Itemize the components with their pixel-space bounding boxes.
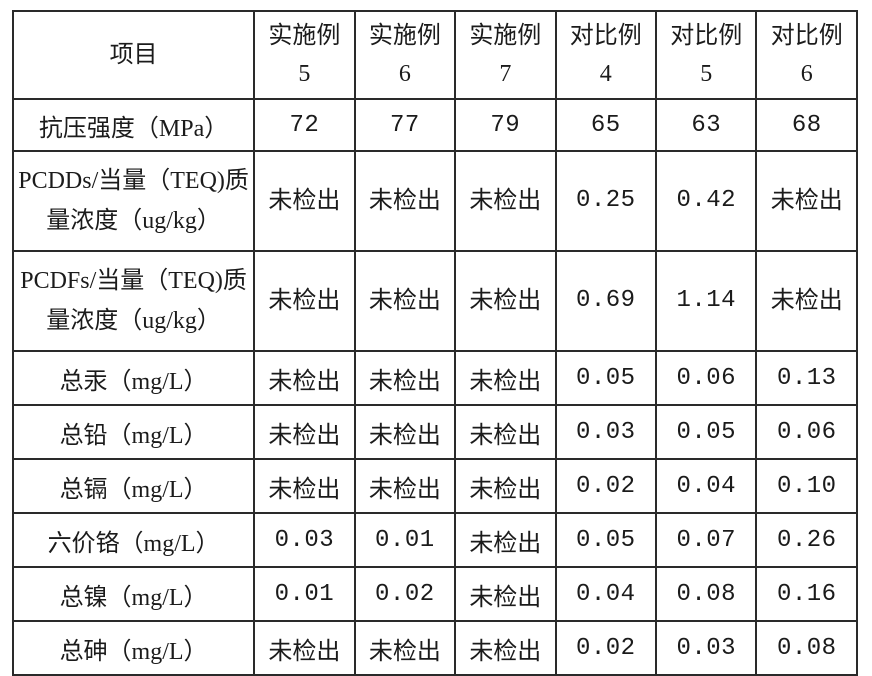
cell: 未检出	[254, 459, 354, 513]
cell: 0.06	[756, 405, 857, 459]
cell: 0.16	[756, 567, 857, 621]
cell: 未检出	[254, 151, 354, 251]
header-col-5: 对比例 6	[756, 11, 857, 99]
data-table: 项目 实施例 5 实施例 6 实施例 7 对比例 4 对比例 5 对比例 6 抗…	[12, 10, 858, 676]
cell: 未检出	[455, 151, 555, 251]
cell: 0.02	[556, 459, 656, 513]
cell: 未检出	[756, 251, 857, 351]
header-col-3-line1: 对比例	[570, 23, 642, 49]
cell: 0.26	[756, 513, 857, 567]
row-label: 抗压强度（MPa）	[13, 99, 254, 151]
cell: 未检出	[355, 151, 455, 251]
row-label: PCDDs/当量（TEQ)质 量浓度（ug/kg）	[13, 151, 254, 251]
table-container: { "table": { "type": "table", "border_co…	[0, 0, 872, 662]
cell: 未检出	[455, 459, 555, 513]
table-row: 抗压强度（MPa） 72 77 79 65 63 68	[13, 99, 857, 151]
cell: 72	[254, 99, 354, 151]
cell: 65	[556, 99, 656, 151]
table-row: 总镉（mg/L） 未检出 未检出 未检出 0.02 0.04 0.10	[13, 459, 857, 513]
header-col-1-line1: 实施例	[369, 23, 441, 49]
header-col-4: 对比例 5	[656, 11, 756, 99]
cell: 未检出	[355, 459, 455, 513]
cell: 未检出	[355, 251, 455, 351]
cell: 0.42	[656, 151, 756, 251]
row-label: 总汞（mg/L）	[13, 351, 254, 405]
cell: 0.25	[556, 151, 656, 251]
table-row: 总铅（mg/L） 未检出 未检出 未检出 0.03 0.05 0.06	[13, 405, 857, 459]
cell: 0.13	[756, 351, 857, 405]
cell: 未检出	[355, 351, 455, 405]
cell: 0.01	[254, 567, 354, 621]
header-col-3-line2: 4	[600, 61, 612, 87]
cell: 0.05	[556, 351, 656, 405]
cell: 1.14	[656, 251, 756, 351]
cell: 0.08	[656, 567, 756, 621]
cell: 0.08	[756, 621, 857, 675]
cell: 0.05	[556, 513, 656, 567]
cell: 未检出	[455, 405, 555, 459]
header-col-0-line2: 5	[298, 61, 310, 87]
row-label: 总镍（mg/L）	[13, 567, 254, 621]
cell: 0.03	[656, 621, 756, 675]
header-col-5-line1: 对比例	[771, 23, 843, 49]
cell: 0.04	[656, 459, 756, 513]
header-col-1-line2: 6	[399, 61, 411, 87]
table-row: PCDDs/当量（TEQ)质 量浓度（ug/kg） 未检出 未检出 未检出 0.…	[13, 151, 857, 251]
table-row: 总汞（mg/L） 未检出 未检出 未检出 0.05 0.06 0.13	[13, 351, 857, 405]
header-col-2-line1: 实施例	[469, 23, 541, 49]
cell: 0.03	[254, 513, 354, 567]
cell: 0.05	[656, 405, 756, 459]
cell: 68	[756, 99, 857, 151]
header-col-1: 实施例 6	[355, 11, 455, 99]
cell: 0.02	[355, 567, 455, 621]
cell: 0.04	[556, 567, 656, 621]
cell: 未检出	[455, 621, 555, 675]
cell: 未检出	[756, 151, 857, 251]
table-row: 六价铬（mg/L） 0.03 0.01 未检出 0.05 0.07 0.26	[13, 513, 857, 567]
cell: 未检出	[254, 621, 354, 675]
row-label-line2: 量浓度（ug/kg）	[46, 308, 221, 334]
row-label: 六价铬（mg/L）	[13, 513, 254, 567]
row-label: 总铅（mg/L）	[13, 405, 254, 459]
table-row: 总镍（mg/L） 0.01 0.02 未检出 0.04 0.08 0.16	[13, 567, 857, 621]
cell: 未检出	[455, 567, 555, 621]
cell: 0.10	[756, 459, 857, 513]
cell: 0.06	[656, 351, 756, 405]
header-col-2-line2: 7	[499, 61, 511, 87]
cell: 未检出	[254, 405, 354, 459]
cell: 0.69	[556, 251, 656, 351]
cell: 未检出	[455, 351, 555, 405]
row-label-line1: PCDDs/当量（TEQ)质	[18, 168, 249, 194]
cell: 0.07	[656, 513, 756, 567]
cell: 未检出	[355, 621, 455, 675]
header-col-0: 实施例 5	[254, 11, 354, 99]
row-label: 总砷（mg/L）	[13, 621, 254, 675]
header-row: 项目 实施例 5 实施例 6 实施例 7 对比例 4 对比例 5 对比例 6	[13, 11, 857, 99]
row-label: 总镉（mg/L）	[13, 459, 254, 513]
header-col-5-line2: 6	[801, 61, 813, 87]
cell: 63	[656, 99, 756, 151]
table-row: 总砷（mg/L） 未检出 未检出 未检出 0.02 0.03 0.08	[13, 621, 857, 675]
header-col-0-line1: 实施例	[268, 23, 340, 49]
header-item: 项目	[13, 11, 254, 99]
cell: 未检出	[355, 405, 455, 459]
table-row: PCDFs/当量（TEQ)质 量浓度（ug/kg） 未检出 未检出 未检出 0.…	[13, 251, 857, 351]
header-col-2: 实施例 7	[455, 11, 555, 99]
row-label-line1: PCDFs/当量（TEQ)质	[20, 268, 247, 294]
cell: 0.02	[556, 621, 656, 675]
cell: 0.03	[556, 405, 656, 459]
header-col-4-line2: 5	[700, 61, 712, 87]
row-label: PCDFs/当量（TEQ)质 量浓度（ug/kg）	[13, 251, 254, 351]
cell: 未检出	[455, 251, 555, 351]
cell: 未检出	[254, 351, 354, 405]
cell: 79	[455, 99, 555, 151]
cell: 0.01	[355, 513, 455, 567]
cell: 77	[355, 99, 455, 151]
row-label-line2: 量浓度（ug/kg）	[46, 208, 221, 234]
cell: 未检出	[455, 513, 555, 567]
header-col-3: 对比例 4	[556, 11, 656, 99]
header-col-4-line1: 对比例	[670, 23, 742, 49]
cell: 未检出	[254, 251, 354, 351]
